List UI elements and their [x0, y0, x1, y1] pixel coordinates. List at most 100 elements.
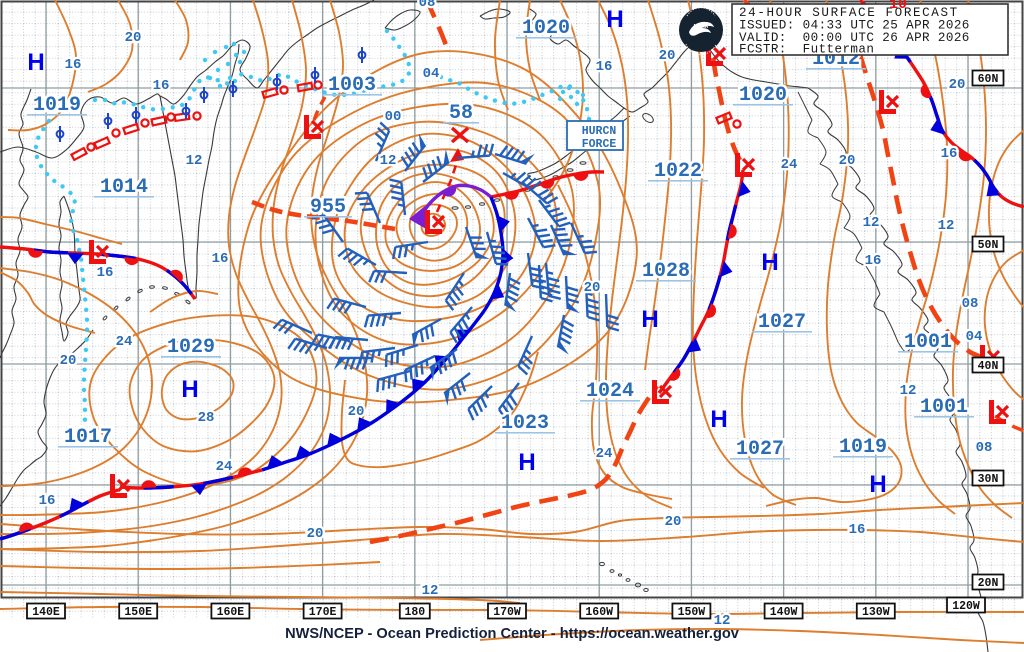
svg-text:12: 12 — [900, 383, 917, 399]
svg-text:20N: 20N — [978, 577, 999, 590]
svg-text:12: 12 — [938, 218, 955, 234]
svg-text:1027: 1027 — [758, 311, 806, 334]
svg-text:16: 16 — [39, 493, 56, 509]
svg-text:08: 08 — [419, 0, 436, 11]
svg-text:08: 08 — [419, 0, 436, 11]
svg-text:1014: 1014 — [100, 176, 148, 199]
svg-text:H: H — [641, 306, 658, 333]
svg-text:20: 20 — [348, 404, 365, 420]
svg-text:20: 20 — [307, 526, 324, 542]
svg-text:H: H — [606, 6, 623, 33]
svg-text:FCSTR: Futterman: FCSTR: Futterman — [739, 43, 874, 57]
svg-text:160E: 160E — [217, 606, 245, 619]
svg-text:16: 16 — [65, 57, 82, 73]
svg-text:24-HOUR SURFACE FORECAST: 24-HOUR SURFACE FORECAST — [739, 6, 959, 20]
svg-text:H: H — [761, 249, 778, 276]
svg-text:16: 16 — [849, 522, 866, 538]
svg-text:20: 20 — [659, 48, 676, 64]
svg-text:24: 24 — [596, 446, 613, 462]
svg-text:12: 12 — [714, 613, 731, 629]
svg-text:20: 20 — [665, 514, 682, 530]
svg-text:16: 16 — [212, 251, 229, 267]
svg-text:08: 08 — [976, 440, 993, 456]
svg-text:16: 16 — [596, 59, 613, 75]
svg-text:16: 16 — [941, 146, 958, 162]
svg-text:1028: 1028 — [642, 260, 690, 283]
svg-text:H: H — [27, 49, 44, 76]
svg-text:40N: 40N — [978, 360, 999, 373]
svg-text:60N: 60N — [978, 73, 999, 86]
svg-text:16: 16 — [212, 251, 229, 267]
svg-text:150E: 150E — [124, 606, 152, 619]
svg-text:20: 20 — [839, 153, 856, 169]
svg-text:H: H — [710, 406, 727, 433]
svg-text:16: 16 — [865, 253, 882, 269]
svg-text:24: 24 — [781, 157, 798, 173]
svg-text:16: 16 — [865, 253, 882, 269]
svg-text:24: 24 — [216, 459, 233, 475]
svg-text:180: 180 — [404, 606, 425, 619]
svg-text:1022: 1022 — [654, 160, 702, 183]
svg-text:24: 24 — [116, 334, 133, 350]
svg-text:58: 58 — [449, 102, 473, 125]
svg-text:20: 20 — [584, 280, 601, 296]
svg-text:VALID: 00:00 UTC 26 APR 2026: VALID: 00:00 UTC 26 APR 2026 — [739, 31, 970, 45]
svg-text:12: 12 — [714, 613, 731, 629]
svg-text:20: 20 — [60, 353, 77, 369]
svg-text:20: 20 — [348, 404, 365, 420]
svg-text:16: 16 — [153, 78, 170, 94]
svg-text:1019: 1019 — [33, 94, 81, 117]
svg-text:1029: 1029 — [167, 336, 215, 359]
svg-text:12: 12 — [186, 153, 203, 169]
svg-text:1020: 1020 — [522, 17, 570, 40]
svg-text:20: 20 — [60, 353, 77, 369]
svg-text:04: 04 — [966, 329, 983, 345]
svg-text:1019: 1019 — [839, 436, 887, 459]
svg-text:10: 10 — [889, 0, 907, 13]
svg-text:12: 12 — [422, 583, 439, 599]
svg-text:00: 00 — [385, 109, 402, 125]
svg-text:16: 16 — [849, 522, 866, 538]
svg-text:08: 08 — [976, 440, 993, 456]
svg-text:H: H — [181, 376, 198, 403]
svg-text:140E: 140E — [32, 606, 60, 619]
svg-text:1027: 1027 — [736, 438, 784, 461]
svg-text:04: 04 — [966, 329, 983, 345]
svg-text:24: 24 — [216, 459, 233, 475]
svg-text:1001: 1001 — [920, 396, 968, 419]
svg-text:FORCE: FORCE — [582, 138, 617, 151]
svg-text:HURCN: HURCN — [582, 125, 617, 138]
svg-text:1003: 1003 — [328, 74, 376, 97]
svg-text:H: H — [869, 471, 886, 498]
svg-text:16: 16 — [65, 57, 82, 73]
svg-text:20: 20 — [949, 77, 966, 93]
svg-text:12: 12 — [380, 153, 397, 169]
svg-text:170W: 170W — [493, 606, 521, 619]
svg-text:12: 12 — [380, 153, 397, 169]
svg-text:NWS/NCEP - Ocean Prediction Ce: NWS/NCEP - Ocean Prediction Center - htt… — [285, 626, 740, 642]
svg-text:170E: 170E — [309, 606, 337, 619]
svg-text:12: 12 — [863, 215, 880, 231]
svg-text:150W: 150W — [678, 606, 706, 619]
svg-text:50N: 50N — [978, 239, 999, 252]
svg-text:20: 20 — [584, 280, 601, 296]
svg-text:ISSUED: 04:33 UTC 25 APR 2026: ISSUED: 04:33 UTC 25 APR 2026 — [739, 19, 970, 33]
svg-text:20: 20 — [839, 153, 856, 169]
svg-text:20: 20 — [307, 526, 324, 542]
svg-text:16: 16 — [97, 265, 114, 281]
svg-text:24: 24 — [596, 446, 613, 462]
svg-text:20: 20 — [949, 77, 966, 93]
svg-text:08: 08 — [962, 296, 979, 312]
svg-text:1001: 1001 — [904, 331, 952, 354]
svg-text:28: 28 — [198, 410, 215, 426]
svg-text:160W: 160W — [585, 606, 613, 619]
svg-text:16: 16 — [153, 78, 170, 94]
svg-text:NOAA: NOAA — [694, 24, 709, 30]
svg-text:16: 16 — [39, 493, 56, 509]
svg-text:12: 12 — [422, 583, 439, 599]
svg-text:H: H — [518, 449, 535, 476]
svg-text:1023: 1023 — [501, 412, 549, 435]
svg-text:30N: 30N — [978, 473, 999, 486]
svg-text:12: 12 — [863, 215, 880, 231]
svg-text:16: 16 — [596, 59, 613, 75]
